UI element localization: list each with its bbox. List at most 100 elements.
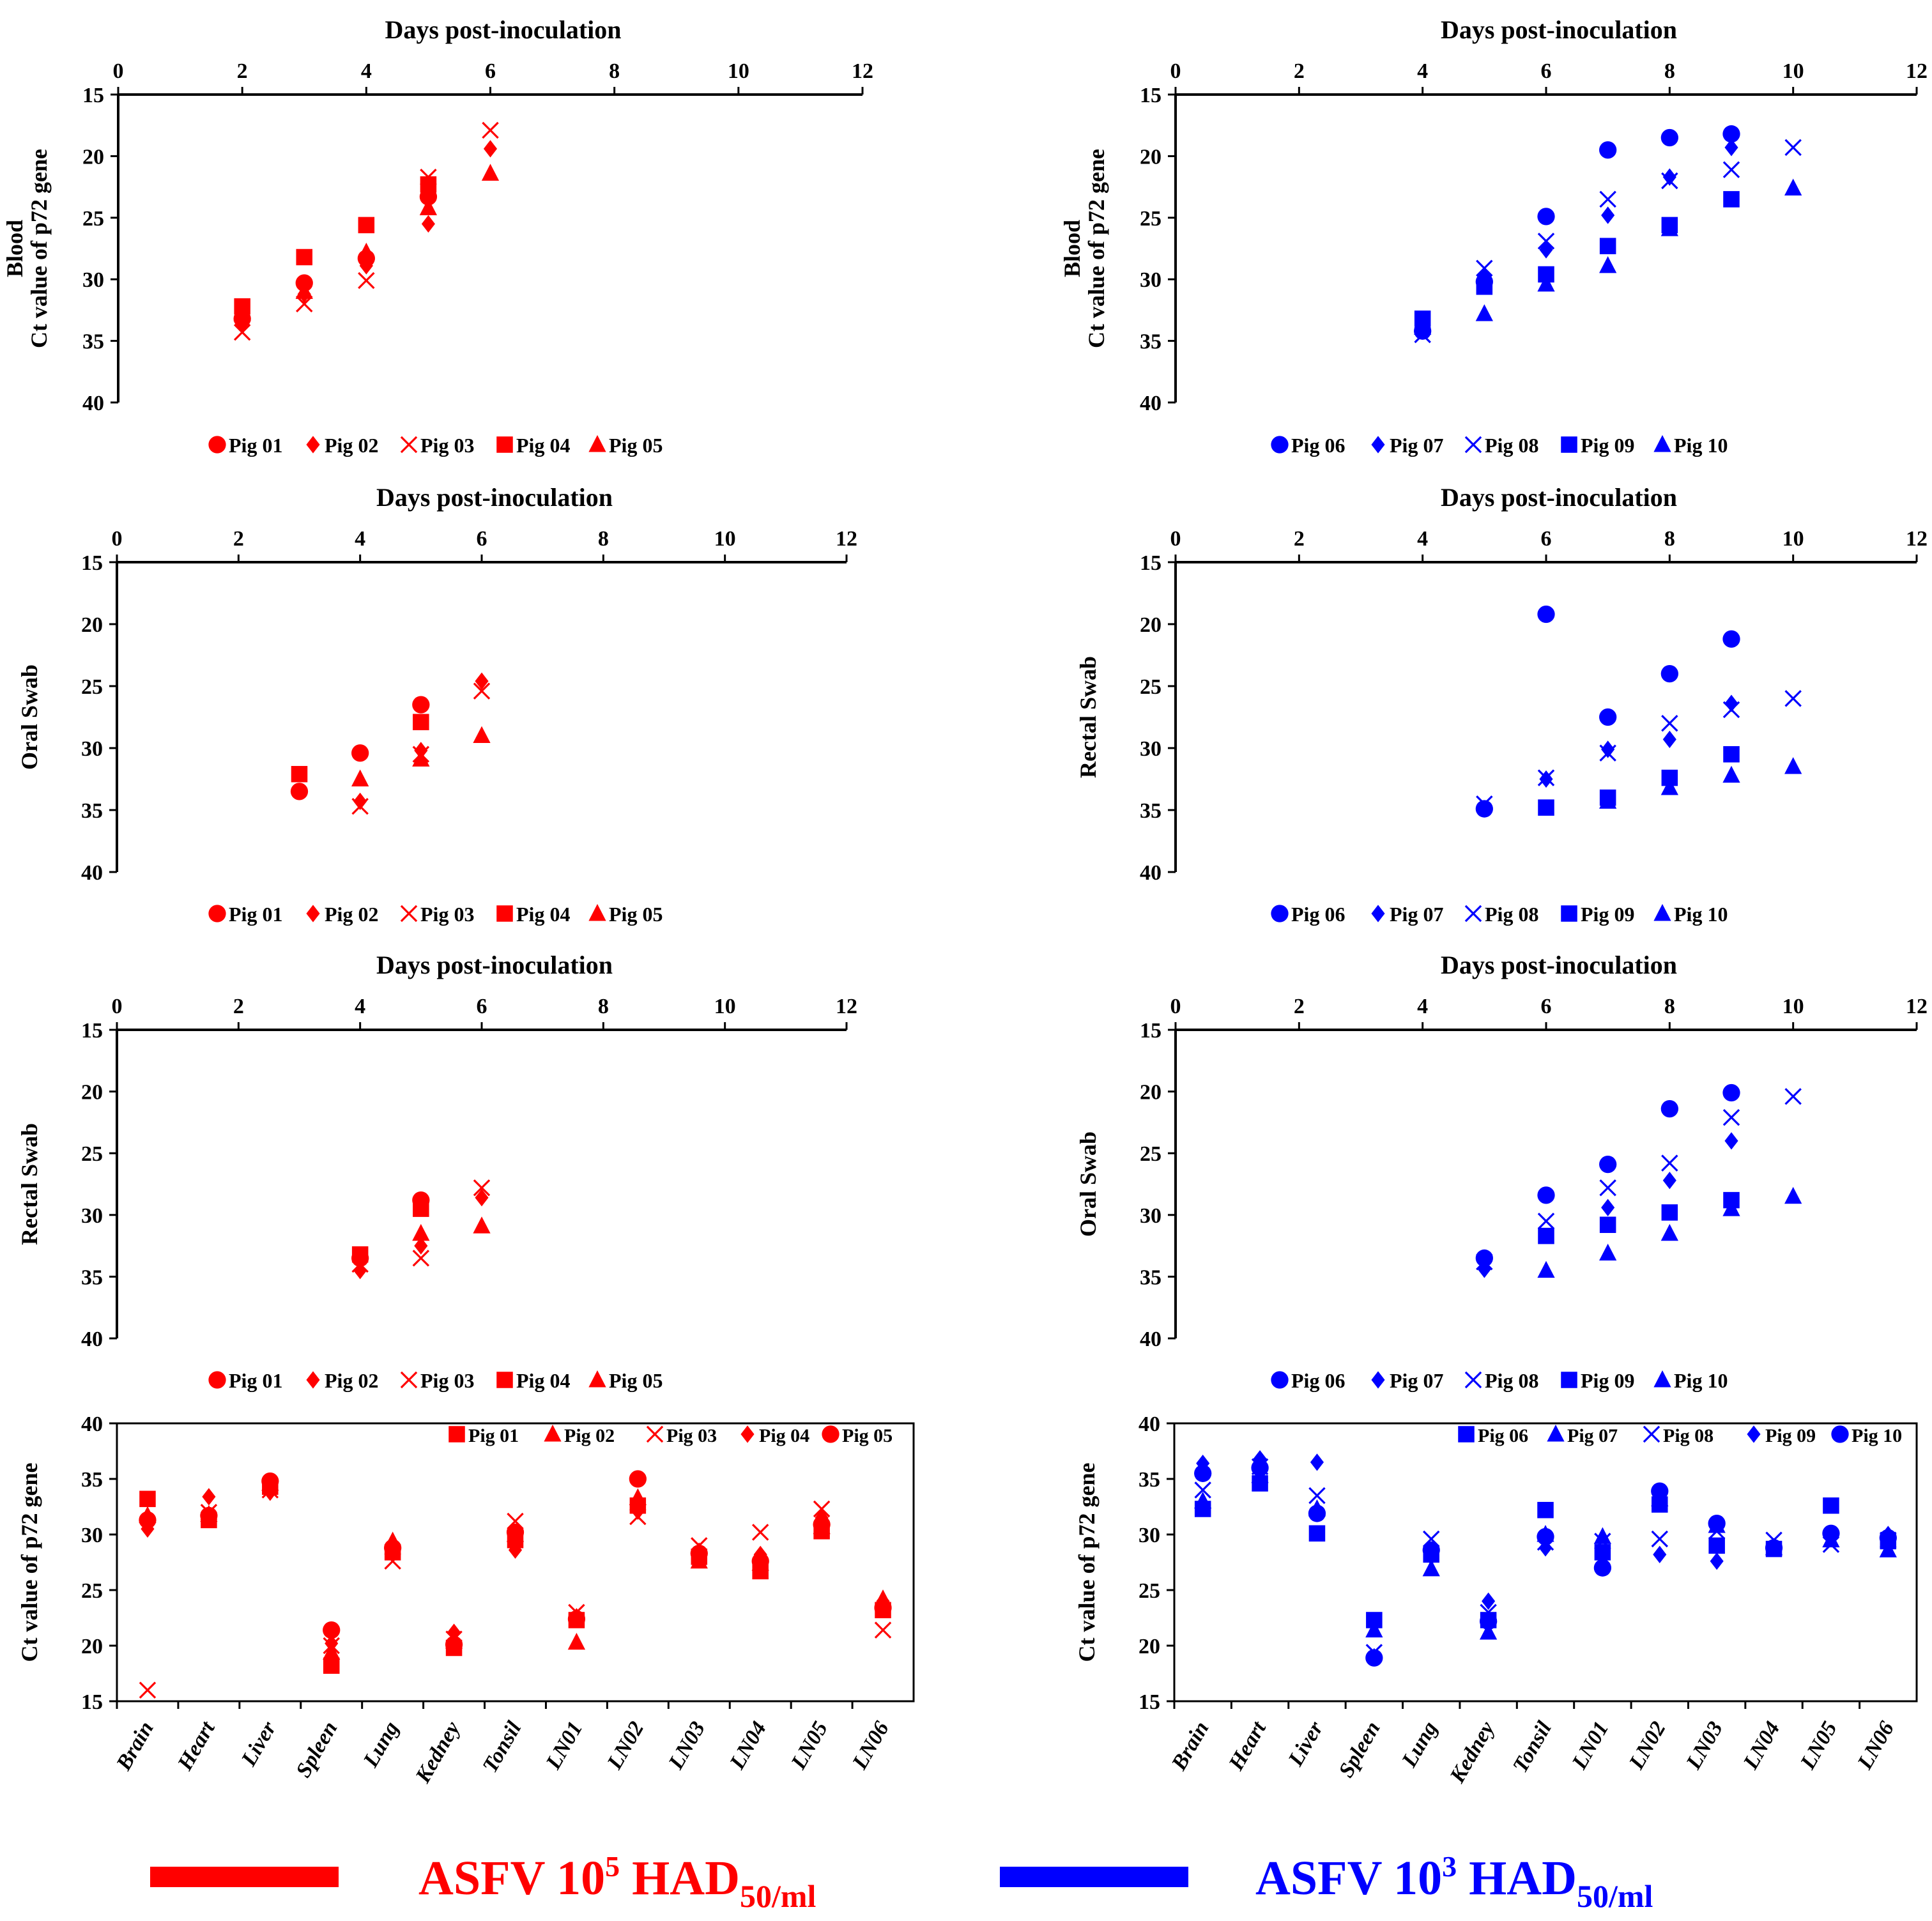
- data-point: [1599, 708, 1617, 726]
- legend-label: Pig 02: [325, 434, 378, 457]
- chart-b2: 15 20 25 30 35 40 Rectal Swab 0 2 4 6 8 10 12 Days pos…: [1075, 483, 1928, 926]
- data-point: [359, 257, 373, 275]
- data-point: [1194, 1481, 1211, 1499]
- data-point: [1784, 139, 1802, 157]
- data-point: [323, 1621, 341, 1639]
- data-point: [1475, 1249, 1493, 1267]
- legend-marker: [588, 1370, 606, 1388]
- data-point: [1662, 1172, 1676, 1190]
- legend-marker: [496, 1372, 513, 1388]
- series-pig-10: [1194, 1458, 1897, 1667]
- x-tick-label: 2: [1294, 527, 1305, 551]
- legend-marker: [208, 905, 226, 922]
- legend-label: Pig 01: [229, 903, 282, 926]
- legend-marker: [400, 905, 418, 922]
- series-pig-08: [1194, 1458, 1897, 1661]
- series-pig-06: [1475, 1083, 1740, 1267]
- y-axis-label: Rectal Swab: [17, 1123, 42, 1245]
- data-point: [1784, 1088, 1802, 1105]
- y-axis-label: Ct value of p72 gene: [26, 149, 52, 348]
- data-point: [1475, 800, 1493, 818]
- series-pig-02: [139, 1474, 892, 1660]
- legend-item: Pig 03: [400, 903, 474, 926]
- category-label: Lung: [358, 1718, 403, 1772]
- legend-label: Pig 06: [1291, 903, 1345, 926]
- data-point: [419, 198, 438, 215]
- data-point: [473, 726, 491, 744]
- legend-marker: [496, 436, 513, 453]
- y-tick-label: 30: [82, 268, 104, 292]
- data-point: [1599, 141, 1617, 159]
- series-pig-01: [139, 1478, 891, 1674]
- legend-label: Pig 05: [842, 1425, 893, 1446]
- legend-marker: [1371, 436, 1385, 454]
- data-point: [475, 672, 489, 690]
- data-point: [506, 1523, 525, 1542]
- data-point: [1537, 1213, 1555, 1230]
- legend-item: Pig 04: [496, 434, 570, 457]
- x-tick-label: 2: [1294, 59, 1305, 83]
- plot-frame: [1173, 1422, 1918, 1703]
- y-tick-label: 15: [81, 1019, 103, 1043]
- data-point: [413, 714, 429, 731]
- data-point: [1708, 1514, 1726, 1533]
- x-tick-label: 0: [1170, 527, 1181, 551]
- data-point: [1599, 744, 1616, 762]
- series-pig-06: [1414, 125, 1740, 340]
- y-tick-label: 40: [81, 1412, 103, 1436]
- x-tick-label: 4: [1417, 527, 1428, 551]
- data-point: [874, 1621, 892, 1639]
- legend-label: Pig 03: [420, 903, 474, 926]
- legend-item: Pig 07: [1371, 903, 1443, 926]
- data-point: [1784, 178, 1802, 195]
- legend-marker: [1464, 1371, 1482, 1389]
- data-point: [1661, 172, 1678, 190]
- x-tick-label: 4: [1417, 995, 1428, 1018]
- x-tick-label: 6: [477, 527, 487, 551]
- data-point: [414, 1237, 428, 1255]
- data-point: [1722, 1083, 1740, 1102]
- legend-item: Pig 10: [1831, 1425, 1902, 1446]
- y-axis-label: Oral Swab: [1075, 1131, 1101, 1237]
- data-point: [384, 1539, 402, 1557]
- data-point: [1784, 757, 1802, 774]
- group-a-color-bar: [150, 1867, 339, 1887]
- data-point: [1660, 1223, 1678, 1241]
- data-point: [351, 744, 369, 762]
- legend-label: Pig 01: [468, 1425, 519, 1446]
- legend-item: Pig 01: [208, 434, 282, 457]
- chart-title: Days post-inoculation: [376, 483, 613, 512]
- legend-item: Pig 10: [1653, 903, 1728, 926]
- legend-item: Pig 07: [1547, 1425, 1618, 1446]
- y-tick-label: 15: [81, 1690, 103, 1714]
- category-label: Spleen: [1335, 1718, 1385, 1782]
- group-b-label: ASFV 103 HAD50/ml: [1255, 1850, 1653, 1914]
- x-tick-label: 6: [1541, 59, 1552, 83]
- data-point: [1194, 1464, 1212, 1482]
- data-point: [1194, 1491, 1212, 1509]
- data-point: [351, 769, 369, 786]
- data-point: [412, 749, 430, 767]
- x-tick-label: 2: [1294, 995, 1305, 1018]
- series-pig-08: [1476, 690, 1802, 813]
- data-point: [481, 164, 500, 181]
- data-point: [1599, 1216, 1616, 1234]
- legend-label: Pig 03: [420, 1369, 474, 1392]
- series-pig-01: [233, 188, 438, 328]
- data-point: [1308, 1504, 1326, 1522]
- y-tick-label: 40: [1138, 1412, 1160, 1436]
- data-point: [1660, 219, 1678, 236]
- legend-item: Pig 05: [588, 1369, 663, 1392]
- data-point: [473, 682, 491, 700]
- y-tick-label: 15: [1140, 1019, 1162, 1043]
- group-legend: ASFV 105 HAD50/ml ASFV 103 HAD50/ml: [150, 1850, 1653, 1914]
- legend-item: Pig 04: [740, 1425, 809, 1446]
- category-label: LN01: [1567, 1718, 1613, 1774]
- y-tick-label: 40: [1140, 861, 1162, 885]
- series-pig-07: [1416, 139, 1738, 335]
- legend-label: Pig 09: [1765, 1425, 1816, 1446]
- series-pig-09: [1538, 1191, 1740, 1244]
- y-tick-label: 40: [81, 1328, 103, 1351]
- x-tick-label: 6: [1541, 527, 1552, 551]
- legend-marker: [822, 1425, 839, 1443]
